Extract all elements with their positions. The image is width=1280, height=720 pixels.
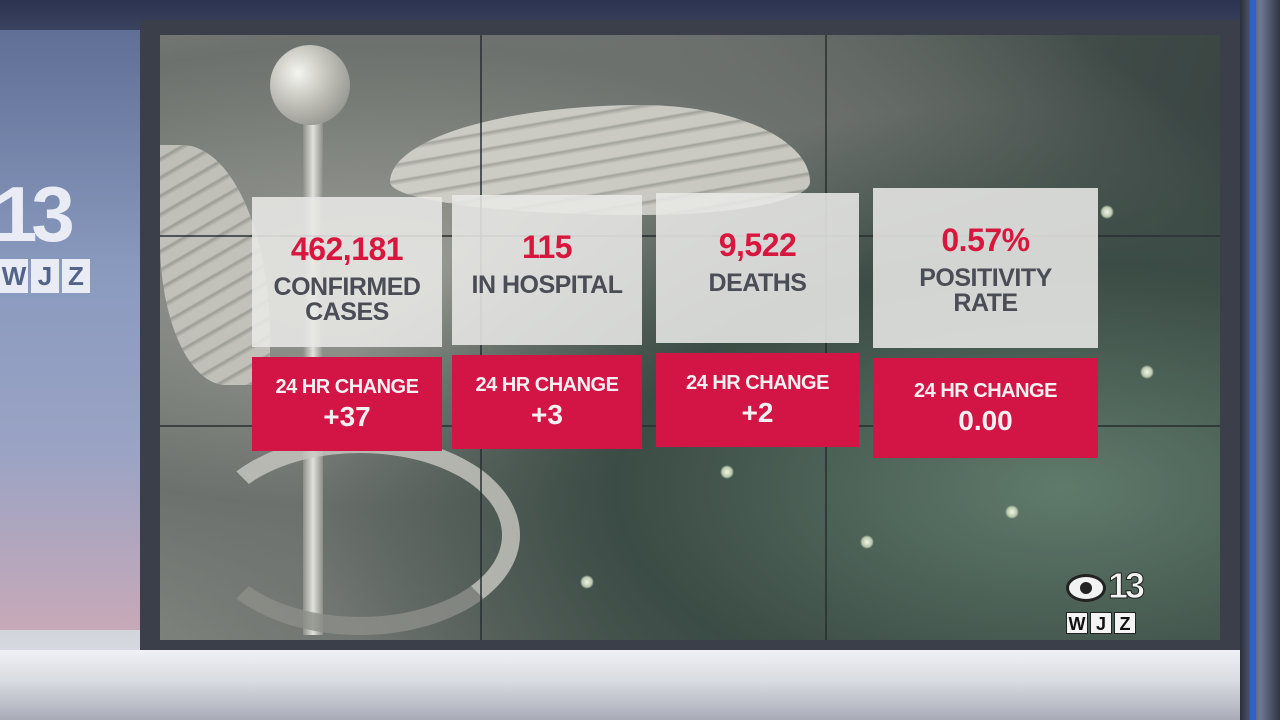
station-bug-logo: 13 W J Z — [1066, 565, 1162, 636]
call-letter: J — [31, 259, 59, 293]
caduceus-coil-graphic — [200, 435, 520, 635]
left-wall-screen — [0, 30, 150, 630]
stat-change-value: +37 — [323, 400, 371, 432]
stat-change-label: 24 HR CHANGE — [275, 375, 419, 398]
stat-top-panel: 0.57% POSITIVITY RATE — [873, 188, 1098, 348]
call-letter: W — [0, 259, 28, 293]
network-node-graphic — [1005, 505, 1019, 519]
caduceus-orb-graphic — [270, 45, 350, 125]
call-letter: J — [1090, 612, 1112, 634]
station-logo-number: 13 — [0, 170, 75, 258]
station-logo-call-letters: W J Z — [0, 259, 90, 293]
stat-top-panel: 9,522 DEATHS — [656, 193, 859, 343]
stat-value: 9,522 — [718, 227, 797, 263]
station-logo-left: 13 W J Z — [0, 175, 110, 305]
call-letter: Z — [62, 259, 90, 293]
stat-label-line1: DEATHS — [708, 269, 807, 297]
stat-label-line1: CONFIRMED — [273, 273, 421, 301]
stat-confirmed-cases: 462,181 CONFIRMED CASES 24 HR CHANGE +37 — [252, 197, 442, 451]
stat-top-panel: 115 IN HOSPITAL — [452, 195, 642, 345]
stat-value: 462,181 — [290, 231, 404, 267]
stat-change-panel: 24 HR CHANGE +37 — [252, 357, 442, 451]
stat-change-value: +2 — [741, 396, 774, 428]
stat-change-label: 24 HR CHANGE — [475, 373, 619, 396]
stat-label-line1: POSITIVITY — [919, 264, 1052, 292]
stat-value: 0.57% — [941, 222, 1030, 258]
call-letter: W — [1066, 612, 1088, 634]
stat-change-label: 24 HR CHANGE — [686, 371, 829, 394]
stat-label-line1: IN HOSPITAL — [471, 271, 623, 299]
stat-value: 115 — [521, 229, 573, 265]
stat-positivity-rate: 0.57% POSITIVITY RATE 24 HR CHANGE 0.00 — [873, 188, 1098, 458]
stat-label-line2: CASES — [305, 298, 389, 326]
stat-change-value: 0.00 — [958, 404, 1013, 436]
studio-right-pillar — [1240, 0, 1280, 720]
stat-change-value: +3 — [531, 398, 563, 430]
bug-call-letters: W J Z — [1066, 612, 1136, 634]
bug-channel-number: 13 — [1107, 565, 1145, 606]
call-letter: Z — [1114, 612, 1136, 634]
network-node-graphic — [1100, 205, 1114, 219]
stat-change-panel: 24 HR CHANGE 0.00 — [873, 358, 1098, 458]
stat-label-line2: RATE — [953, 289, 1018, 317]
stat-change-panel: 24 HR CHANGE +2 — [656, 353, 859, 447]
network-node-graphic — [1140, 365, 1154, 379]
studio-floor — [0, 650, 1280, 720]
stat-change-label: 24 HR CHANGE — [914, 379, 1057, 402]
stat-top-panel: 462,181 CONFIRMED CASES — [252, 197, 442, 347]
stat-in-hospital: 115 IN HOSPITAL 24 HR CHANGE +3 — [452, 195, 642, 449]
blue-light-strip — [1250, 0, 1256, 720]
stat-change-panel: 24 HR CHANGE +3 — [452, 355, 642, 449]
stat-deaths: 9,522 DEATHS 24 HR CHANGE +2 — [656, 193, 859, 447]
cbs-eye-icon — [1066, 574, 1106, 602]
network-node-graphic — [860, 535, 874, 549]
network-node-graphic — [720, 465, 734, 479]
network-node-graphic — [580, 575, 594, 589]
